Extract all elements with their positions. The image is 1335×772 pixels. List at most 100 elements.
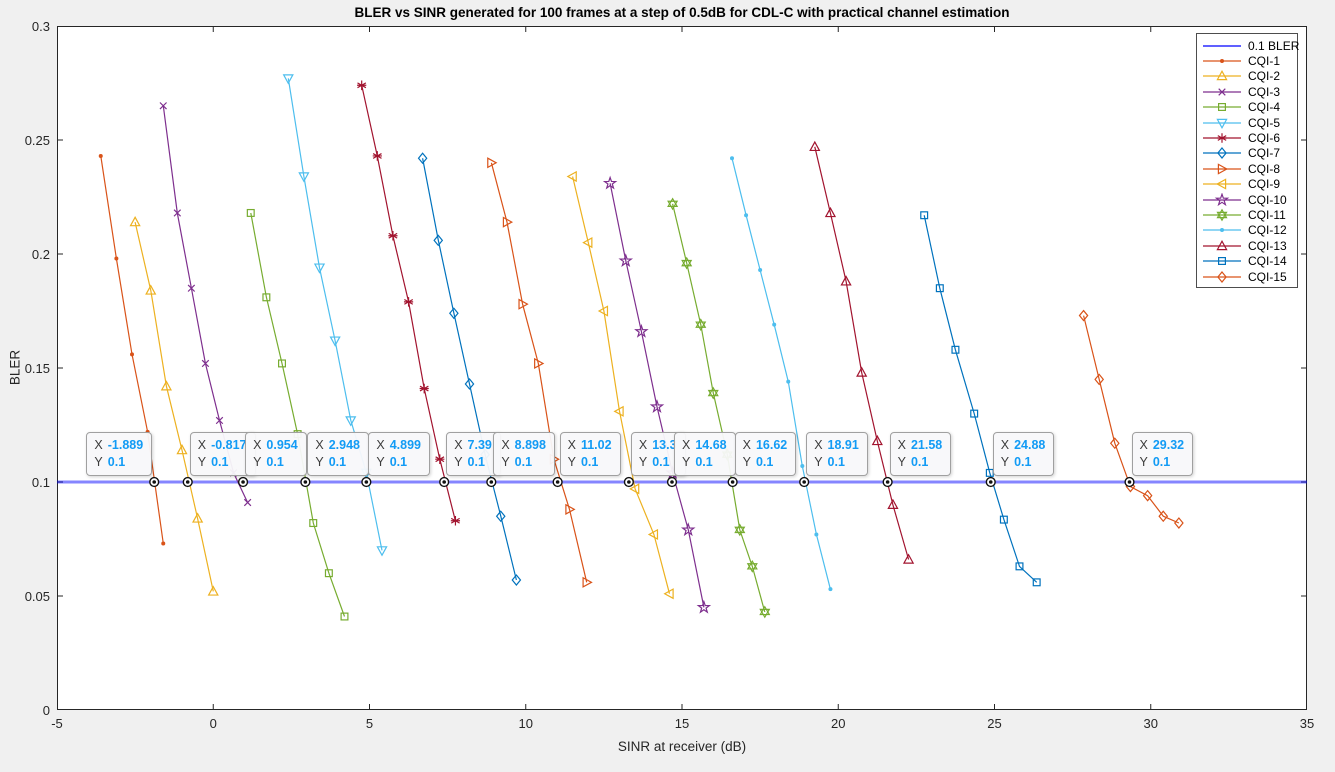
datatip-key: Y (253, 455, 262, 469)
legend-item-cqi-10[interactable]: CQI-10 (1197, 192, 1297, 207)
datatip-value: 0.1 (755, 455, 774, 469)
datatip-key: X (253, 438, 262, 452)
datatip-anchor-icon[interactable] (727, 476, 738, 488)
series-line-CQI-10[interactable] (609, 183, 705, 608)
legend-item-cqi-14[interactable]: CQI-14 (1197, 253, 1297, 268)
datatip[interactable]: X 8.898 Y 0.1 (493, 432, 555, 476)
datatip-anchor-icon[interactable] (1124, 476, 1135, 488)
datatip[interactable]: X 21.58 Y 0.1 (889, 432, 952, 476)
series-markers-CQI-15[interactable] (1078, 309, 1184, 529)
datatip[interactable]: X 2.948 Y 0.1 (307, 432, 369, 476)
series-markers-CQI-12[interactable] (730, 156, 833, 592)
datatip-row: X 29.32 (1140, 437, 1185, 454)
datatip[interactable]: X 16.62 Y 0.1 (734, 432, 797, 476)
datatip-anchor-icon[interactable] (237, 476, 249, 488)
datatip-row: Y 0.1 (568, 454, 612, 471)
legend-swatch (1203, 147, 1241, 160)
series-markers-CQI-4[interactable] (246, 208, 349, 621)
datatip-anchor-icon[interactable] (149, 476, 160, 488)
legend-item-cqi-5[interactable]: CQI-5 (1197, 115, 1297, 130)
legend-item-cqi-13[interactable]: CQI-13 (1197, 238, 1297, 253)
legend-label: CQI-7 (1248, 146, 1281, 161)
datatip-value: 0.1 (514, 455, 533, 469)
legend-label: 0.1 BLER (1248, 38, 1300, 53)
datatip[interactable]: X 7.39 Y 0.1 (446, 432, 501, 476)
datatip-anchor-icon[interactable] (666, 476, 678, 488)
legend-item-cqi-11[interactable]: CQI-11 (1197, 207, 1297, 222)
datatip-row: X 0.954 (253, 437, 298, 454)
series-markers-CQI-13[interactable] (809, 140, 915, 564)
datatip-key: Y (1000, 455, 1010, 469)
datatip-anchor-icon[interactable] (552, 476, 563, 488)
datatip-value: 0.1 (910, 455, 929, 469)
legend-item-cqi-6[interactable]: CQI-6 (1197, 130, 1297, 145)
legend-label: CQI-8 (1248, 161, 1281, 176)
series-line-CQI-15[interactable] (1083, 315, 1180, 524)
datatip-row: X 11.02 (568, 437, 612, 454)
series-line-CQI-14[interactable] (923, 215, 1038, 583)
series-line-CQI-8[interactable] (490, 162, 588, 583)
series-markers-CQI-2[interactable] (129, 216, 219, 596)
legend-item-cqi-2[interactable]: CQI-2 (1197, 69, 1297, 84)
datatip-anchor-icon[interactable] (623, 476, 634, 488)
series-line-CQI-13[interactable] (814, 146, 910, 560)
datatip-key: X (814, 438, 823, 452)
series-line-CQI-11[interactable] (672, 203, 766, 613)
datatip[interactable]: X -1.889 Y 0.1 (86, 432, 153, 476)
datatip[interactable]: X 24.88 Y 0.1 (992, 432, 1055, 476)
legend-item-cqi-15[interactable]: CQI-15 (1197, 269, 1297, 284)
series-line-CQI-9[interactable] (572, 176, 671, 594)
series-line-CQI-2[interactable] (134, 221, 214, 592)
legend-swatch (1203, 270, 1241, 283)
datatip-anchor-icon[interactable] (486, 476, 497, 488)
series-markers-CQI-6[interactable] (357, 80, 461, 526)
series-line-CQI-12[interactable] (731, 158, 831, 590)
datatip[interactable]: X 4.899 Y 0.1 (368, 432, 430, 476)
datatip-anchor-icon[interactable] (439, 476, 450, 488)
datatip-key: X (1000, 438, 1010, 452)
datatip[interactable]: X 18.91 Y 0.1 (806, 432, 868, 476)
legend-item-cqi-7[interactable]: CQI-7 (1197, 146, 1297, 161)
legend-item-cqi-12[interactable]: CQI-12 (1197, 223, 1297, 238)
datatip-anchor-icon[interactable] (985, 476, 996, 488)
series-markers-CQI-1[interactable] (98, 153, 166, 546)
datatip-value: 2.948 (328, 438, 360, 452)
datatip-value: 0.1 (266, 455, 284, 469)
legend-item-0.1-bler[interactable]: 0.1 BLER (1197, 38, 1300, 53)
datatip[interactable]: X -0.817 Y 0.1 (189, 432, 256, 476)
legend-label: CQI-1 (1248, 54, 1281, 69)
series-markers-CQI-9[interactable] (566, 170, 674, 600)
series-markers-CQI-14[interactable] (920, 211, 1041, 587)
datatip-key: Y (567, 455, 576, 469)
datatip-row: X 18.91 (814, 437, 859, 454)
series-markers-CQI-8[interactable] (487, 157, 593, 588)
legend-label: CQI-3 (1248, 84, 1281, 99)
legend-item-cqi-8[interactable]: CQI-8 (1197, 161, 1297, 176)
datatip-value: 0.1 (328, 455, 347, 469)
legend-item-cqi-1[interactable]: CQI-1 (1197, 53, 1297, 68)
legend-item-cqi-9[interactable]: CQI-9 (1197, 177, 1297, 192)
datatip-anchor-icon[interactable] (799, 476, 810, 488)
datatip[interactable]: X 29.32 Y 0.1 (1131, 432, 1194, 476)
datatip[interactable]: X 11.02 Y 0.1 (559, 432, 621, 476)
legend-swatch (1203, 59, 1241, 64)
legend-item-cqi-3[interactable]: CQI-3 (1197, 84, 1297, 99)
series-line-CQI-7[interactable] (422, 158, 517, 581)
datatip[interactable]: X 0.954 Y 0.1 (245, 432, 307, 476)
datatip-row: X 2.948 (315, 437, 360, 454)
datatip-key: Y (501, 455, 510, 469)
datatip-anchor-icon[interactable] (882, 476, 893, 488)
x-tick-label: 5 (365, 716, 374, 731)
datatip-anchor-icon[interactable] (182, 476, 193, 488)
x-tick-label: 15 (674, 716, 690, 731)
datatip-anchor-icon[interactable] (361, 476, 372, 488)
datatip-anchor-icon[interactable] (300, 476, 311, 488)
datatip-key: X (315, 438, 324, 452)
plot-area[interactable] (57, 26, 1307, 710)
series-line-CQI-4[interactable] (250, 212, 346, 617)
series-markers-CQI-11[interactable] (667, 197, 771, 619)
datatip-key: Y (94, 455, 103, 469)
datatip[interactable]: X 14.68 Y 0.1 (674, 432, 736, 476)
legend-item-cqi-4[interactable]: CQI-4 (1197, 100, 1297, 115)
